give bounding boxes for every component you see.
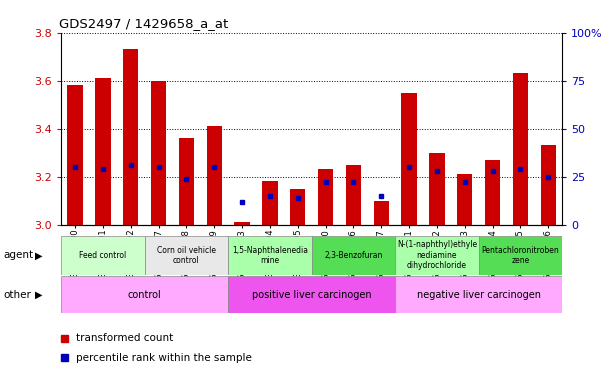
Text: agent: agent [3,250,33,260]
Text: control: control [128,290,161,300]
Bar [207,126,222,225]
Text: transformed count: transformed count [76,333,173,343]
Text: ▶: ▶ [35,290,43,300]
Bar [235,222,250,225]
Bar [95,78,111,225]
Bar [373,201,389,225]
Text: Corn oil vehicle
control: Corn oil vehicle control [157,246,216,265]
Text: GDS2497 / 1429658_a_at: GDS2497 / 1429658_a_at [59,17,228,30]
Bar [61,236,145,275]
Bar [290,189,306,225]
Bar [395,276,562,313]
Text: percentile rank within the sample: percentile rank within the sample [76,353,252,362]
Bar [513,73,528,225]
Bar [318,169,333,225]
Bar [178,138,194,225]
Bar [429,153,445,225]
Bar [312,236,395,275]
Bar [346,165,361,225]
Text: Feed control: Feed control [79,251,126,260]
Text: Pentachloronitroben
zene: Pentachloronitroben zene [481,246,559,265]
Bar [67,86,82,225]
Text: ▶: ▶ [35,250,43,260]
Bar [228,236,312,275]
Text: other: other [3,290,31,300]
Text: positive liver carcinogen: positive liver carcinogen [252,290,371,300]
Text: negative liver carcinogen: negative liver carcinogen [417,290,541,300]
Bar [262,182,277,225]
Text: 1,5-Naphthalenedia
mine: 1,5-Naphthalenedia mine [232,246,308,265]
Bar [485,160,500,225]
Bar [123,50,138,225]
Text: 2,3-Benzofuran: 2,3-Benzofuran [324,251,382,260]
Bar [228,276,395,313]
Bar [61,276,228,313]
Bar [151,81,166,225]
Bar [395,236,478,275]
Bar [401,93,417,225]
Bar [478,236,562,275]
Bar [457,174,472,225]
Bar [541,146,556,225]
Bar [145,236,228,275]
Text: N-(1-naphthyl)ethyle
nediamine
dihydrochloride: N-(1-naphthyl)ethyle nediamine dihydroch… [397,240,477,270]
